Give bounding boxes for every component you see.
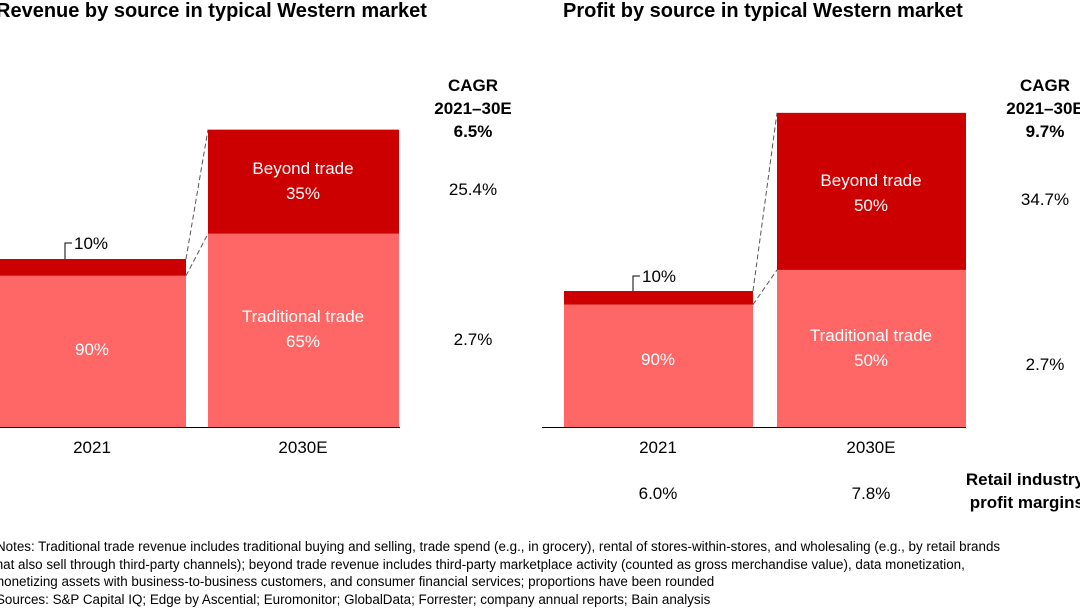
notes: Notes: Traditional trade revenue include… — [0, 538, 1000, 608]
label-left-2030e-beyond: Beyond trade 35% — [252, 159, 354, 203]
connector-line — [752, 112, 778, 292]
label-left-2030e-traditional: Traditional trade 65% — [241, 307, 365, 351]
bar-2021-traditional-trade — [0, 275, 186, 427]
bar-2030E-beyond-trade — [777, 112, 966, 270]
label-left-2021-traditional: 90% — [74, 340, 110, 359]
label-right-2030e-traditional: Traditional trade 50% — [809, 326, 933, 370]
cagr-header-right-1: CAGR — [1019, 76, 1071, 95]
label-right-2030e-beyond: Beyond trade 50% — [820, 171, 922, 215]
cagr-beyond-right: 34.7% — [1020, 190, 1070, 209]
cagr-traditional-right: 2.7% — [1025, 355, 1065, 374]
cagr-header-left-1: CAGR — [447, 76, 499, 95]
bar-2021-traditional-trade — [564, 304, 753, 427]
left-chart-title: Revenue by source in typical Western mar… — [0, 0, 427, 22]
cagr-traditional-left: 2.7% — [453, 330, 493, 349]
label-leader-line — [64, 242, 72, 259]
label-leader-line — [632, 275, 640, 291]
cagr-total-left: 6.5% — [453, 122, 493, 141]
margin-2030e: 7.8% — [851, 484, 891, 503]
label-right-2021-beyond: 10% — [642, 267, 677, 286]
notes-line: that also sell through third-party chann… — [0, 556, 965, 572]
cagr-header-left-2: 2021–30E — [434, 99, 512, 118]
x-tick-2030e-right: 2030E — [846, 438, 896, 457]
margins-label-1: Retail industry — [965, 470, 1080, 489]
bar-2021-beyond-trade — [564, 291, 753, 305]
x-tick-2021-right: 2021 — [639, 438, 677, 457]
x-tick-2030e-left: 2030E — [278, 438, 328, 457]
margin-2021: 6.0% — [638, 484, 678, 503]
bar-2030E-beyond-trade — [208, 129, 399, 234]
label-right-2021-traditional: 90% — [640, 350, 676, 369]
connector-line — [185, 129, 209, 260]
bar-2030E-traditional-trade — [208, 233, 399, 427]
notes-line: monetizing assets with business-to-busin… — [0, 574, 715, 589]
sources-line: Sources: S&P Capital IQ; Edge by Ascenti… — [0, 591, 711, 607]
cagr-total-right: 9.7% — [1025, 122, 1065, 141]
notes-line: Notes: Traditional trade revenue include… — [0, 539, 1001, 554]
cagr-beyond-left: 25.4% — [448, 180, 498, 199]
right-chart-title: Profit by source in typical Western mark… — [563, 0, 963, 22]
bar-2021-beyond-trade — [0, 259, 186, 276]
x-tick-2021-left: 2021 — [73, 438, 111, 457]
bar-2030E-traditional-trade — [777, 269, 966, 427]
connector-line — [752, 269, 778, 305]
margins-label-2: profit margins — [969, 493, 1080, 512]
cagr-header-right-2: 2021–30E — [1006, 99, 1080, 118]
label-left-2021-beyond: 10% — [74, 234, 109, 253]
